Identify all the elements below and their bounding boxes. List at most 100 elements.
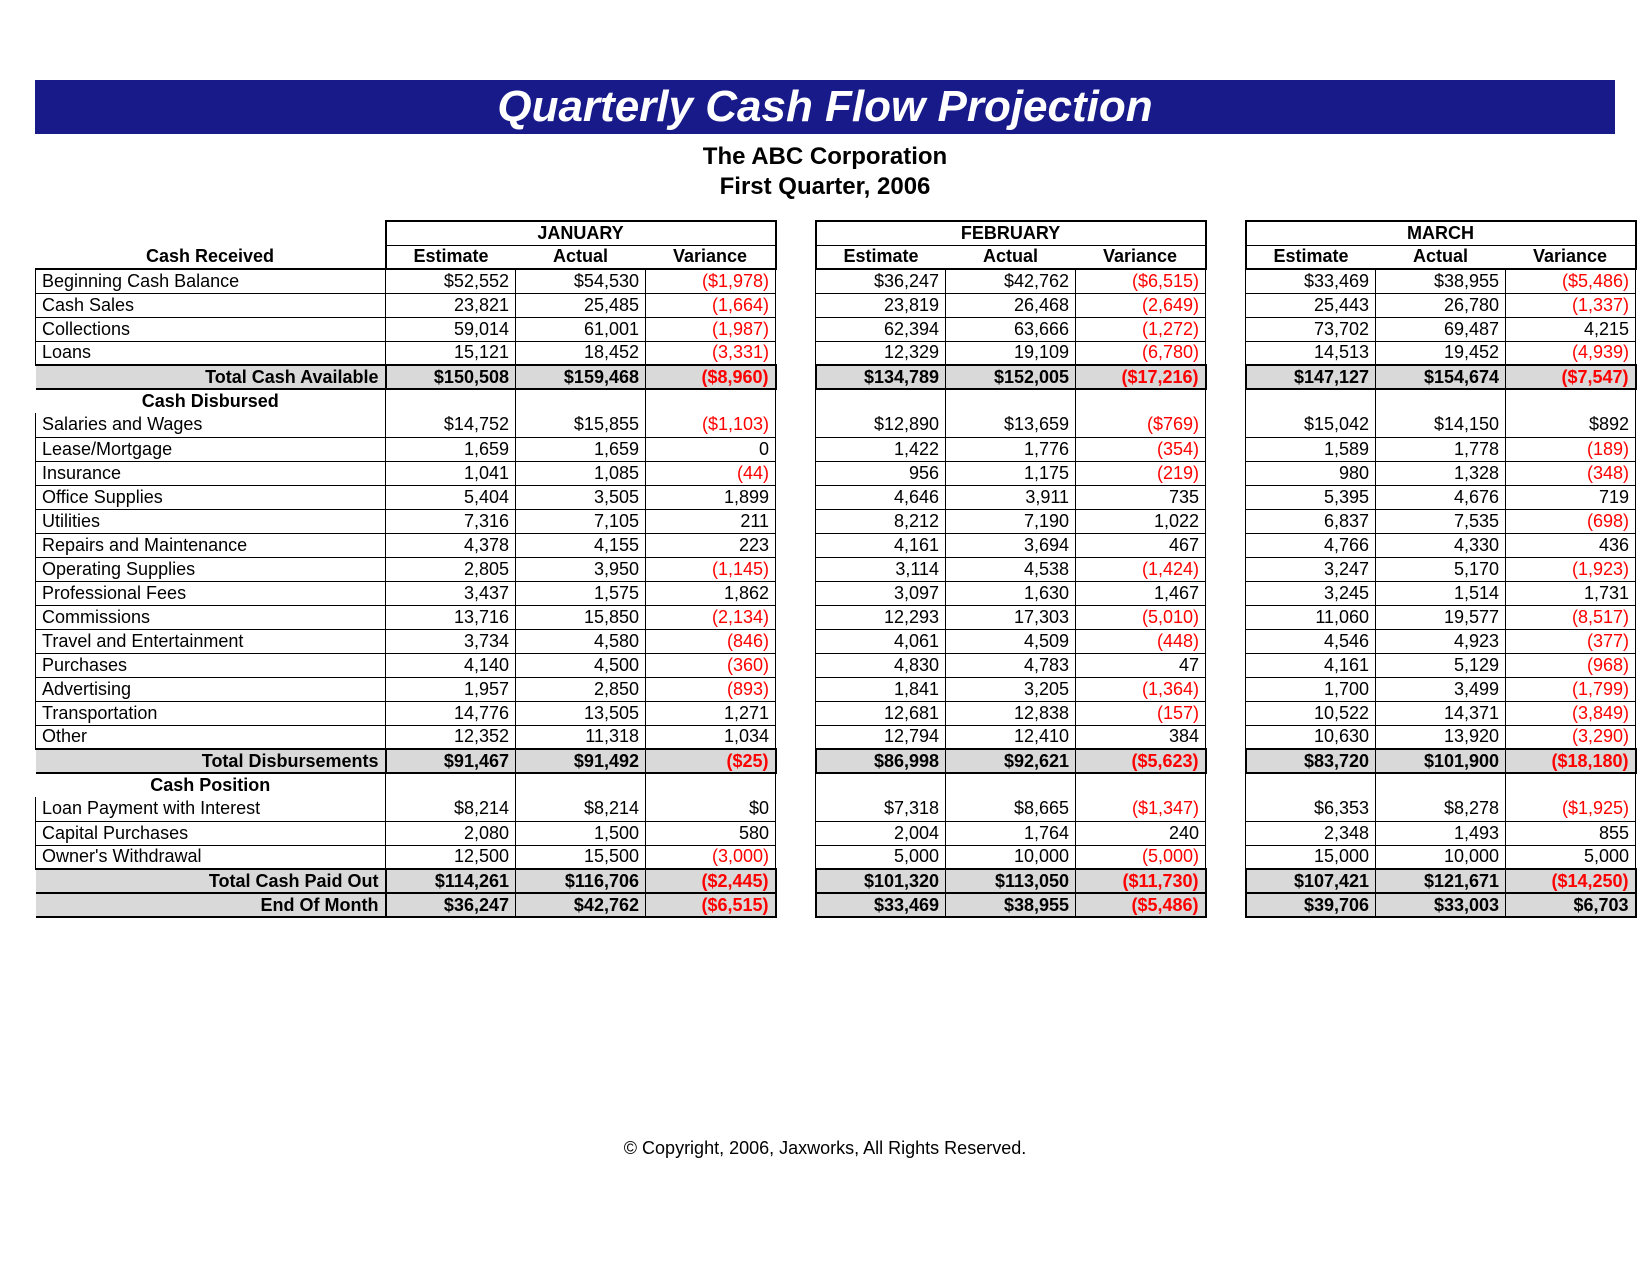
table-cell: $36,247 — [816, 269, 946, 293]
table-cell: 1,085 — [516, 461, 646, 485]
table-cell: (1,799) — [1506, 677, 1636, 701]
table-cell: 14,513 — [1246, 341, 1376, 365]
table-cell: 12,410 — [946, 725, 1076, 749]
table-cell: $15,855 — [516, 413, 646, 437]
row-label: Loans — [36, 341, 386, 365]
table-cell: 15,000 — [1246, 845, 1376, 869]
table-cell: (2,649) — [1076, 293, 1206, 317]
table-cell: 1,575 — [516, 581, 646, 605]
table-cell: $114,261 — [386, 869, 516, 893]
table-cell: ($1,347) — [1076, 797, 1206, 821]
table-cell: 223 — [646, 533, 776, 557]
table-cell: 4,378 — [386, 533, 516, 557]
row-label: Transportation — [36, 701, 386, 725]
cashflow-report: Quarterly Cash Flow Projection The ABC C… — [0, 0, 1650, 1199]
table-row: Repairs and Maintenance4,3784,1552234,16… — [36, 533, 1636, 557]
table-cell: ($11,730) — [1076, 869, 1206, 893]
table-cell: 4,580 — [516, 629, 646, 653]
table-cell: 23,819 — [816, 293, 946, 317]
table-cell: $33,469 — [1246, 269, 1376, 293]
table-cell: 3,505 — [516, 485, 646, 509]
table-cell: 12,794 — [816, 725, 946, 749]
table-cell: 3,437 — [386, 581, 516, 605]
company-name: The ABC Corporation — [35, 142, 1615, 172]
table-cell: 0 — [646, 437, 776, 461]
table-cell: $33,469 — [816, 893, 946, 917]
total-row: Total Disbursements$91,467$91,492($25)$8… — [36, 749, 1636, 773]
table-cell: 5,000 — [1506, 845, 1636, 869]
table-cell: (1,145) — [646, 557, 776, 581]
table-cell: (44) — [646, 461, 776, 485]
table-row: Loan Payment with Interest$8,214$8,214$0… — [36, 797, 1636, 821]
table-cell: 19,452 — [1376, 341, 1506, 365]
table-cell: 3,694 — [946, 533, 1076, 557]
table-cell: 384 — [1076, 725, 1206, 749]
table-cell: 3,245 — [1246, 581, 1376, 605]
table-cell: 1,041 — [386, 461, 516, 485]
row-label: Lease/Mortgage — [36, 437, 386, 461]
table-cell: (846) — [646, 629, 776, 653]
table-cell: $83,720 — [1246, 749, 1376, 773]
table-cell: 211 — [646, 509, 776, 533]
row-label: Other — [36, 725, 386, 749]
table-cell: 1,659 — [516, 437, 646, 461]
table-cell: 12,329 — [816, 341, 946, 365]
table-cell: 19,109 — [946, 341, 1076, 365]
table-cell: 5,170 — [1376, 557, 1506, 581]
month-header-row: JANUARYFEBRUARYMARCH — [36, 221, 1636, 245]
table-cell: (1,364) — [1076, 677, 1206, 701]
table-cell: ($6,515) — [646, 893, 776, 917]
table-cell: 4,830 — [816, 653, 946, 677]
table-cell: 1,659 — [386, 437, 516, 461]
table-cell: 26,468 — [946, 293, 1076, 317]
table-cell: 1,328 — [1376, 461, 1506, 485]
table-cell: ($6,515) — [1076, 269, 1206, 293]
table-cell: $15,042 — [1246, 413, 1376, 437]
table-cell: $38,955 — [1376, 269, 1506, 293]
table-cell: ($1,925) — [1506, 797, 1636, 821]
table-cell: 1,589 — [1246, 437, 1376, 461]
table-cell: $42,762 — [516, 893, 646, 917]
table-cell: $101,900 — [1376, 749, 1506, 773]
table-cell: 7,190 — [946, 509, 1076, 533]
table-cell: 5,395 — [1246, 485, 1376, 509]
table-cell: 10,630 — [1246, 725, 1376, 749]
row-label: Utilities — [36, 509, 386, 533]
table-cell: $147,127 — [1246, 365, 1376, 389]
col-header-estimate: Estimate — [1246, 245, 1376, 269]
row-label: Operating Supplies — [36, 557, 386, 581]
table-cell: 4,161 — [1246, 653, 1376, 677]
table-row: Owner's Withdrawal12,50015,500(3,000)5,0… — [36, 845, 1636, 869]
table-cell: 1,175 — [946, 461, 1076, 485]
table-cell: 15,850 — [516, 605, 646, 629]
table-cell: (2,134) — [646, 605, 776, 629]
table-cell: $892 — [1506, 413, 1636, 437]
table-cell: 240 — [1076, 821, 1206, 845]
table-cell: $8,214 — [386, 797, 516, 821]
total-label: Total Cash Paid Out — [36, 869, 386, 893]
row-label: Repairs and Maintenance — [36, 533, 386, 557]
table-cell: $113,050 — [946, 869, 1076, 893]
table-cell: (4,939) — [1506, 341, 1636, 365]
table-cell: 1,630 — [946, 581, 1076, 605]
table-cell: 3,114 — [816, 557, 946, 581]
table-cell: (893) — [646, 677, 776, 701]
table-cell: 467 — [1076, 533, 1206, 557]
table-cell: 13,505 — [516, 701, 646, 725]
month-header: FEBRUARY — [816, 221, 1206, 245]
table-cell: $39,706 — [1246, 893, 1376, 917]
table-cell: 10,000 — [1376, 845, 1506, 869]
table-cell: $13,659 — [946, 413, 1076, 437]
table-cell: 14,776 — [386, 701, 516, 725]
table-cell: $8,214 — [516, 797, 646, 821]
table-cell: ($25) — [646, 749, 776, 773]
row-label: Office Supplies — [36, 485, 386, 509]
table-cell: 13,716 — [386, 605, 516, 629]
table-cell: 4,140 — [386, 653, 516, 677]
col-header-variance: Variance — [1506, 245, 1636, 269]
row-label: Loan Payment with Interest — [36, 797, 386, 821]
table-cell: (5,000) — [1076, 845, 1206, 869]
table-cell: (354) — [1076, 437, 1206, 461]
table-cell: ($8,960) — [646, 365, 776, 389]
table-cell: 719 — [1506, 485, 1636, 509]
